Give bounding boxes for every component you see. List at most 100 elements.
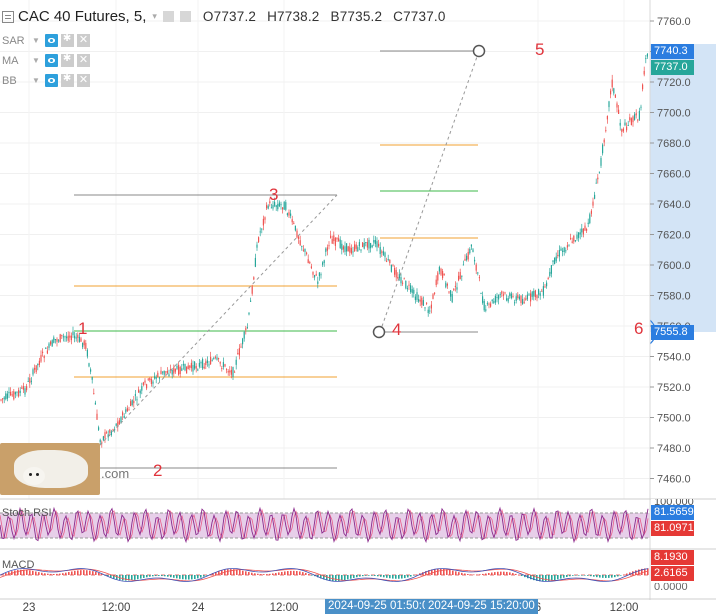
candle-body xyxy=(211,360,213,362)
symbol-title[interactable]: CAC 40 Futures, 5, xyxy=(18,8,147,25)
macd-hist-bar xyxy=(290,570,292,575)
macd-hist-bar xyxy=(101,573,103,575)
macd-hist-bar xyxy=(149,575,151,577)
macd-hist-bar xyxy=(257,573,259,575)
candle-body xyxy=(549,271,551,276)
candle-body xyxy=(115,423,117,426)
candle-body xyxy=(40,354,42,362)
candle-body xyxy=(554,257,556,265)
close-icon[interactable]: ✕ xyxy=(76,74,90,87)
time-axis[interactable]: 23 12:00 24 12:00 6 12:00 xyxy=(23,602,639,614)
macd-label[interactable]: MACD xyxy=(2,559,35,571)
macd-hist-bar xyxy=(143,575,145,578)
indicator-label[interactable]: SAR xyxy=(2,34,25,47)
candle-body xyxy=(283,201,285,210)
candle-body xyxy=(531,291,533,297)
stoch-rsi-label[interactable]: Stoch RSI xyxy=(2,507,52,519)
gear-icon[interactable] xyxy=(60,33,74,47)
crosshair-time-start: 2024-09-25 01:50:0 xyxy=(325,599,432,614)
time-label: 24 xyxy=(192,602,205,614)
visibility-icon[interactable] xyxy=(162,11,174,22)
candle-body xyxy=(192,365,194,372)
candle-body xyxy=(229,370,231,373)
chevron-down-icon[interactable]: ▼ xyxy=(32,76,40,85)
eye-icon[interactable] xyxy=(44,34,58,47)
candle-body xyxy=(462,264,464,266)
candle-body xyxy=(238,348,240,356)
macd-hist-bar xyxy=(32,570,34,575)
candle-body xyxy=(478,277,480,279)
macd-hist-bar xyxy=(443,568,445,575)
candle-body xyxy=(160,370,162,375)
macd-hist-bar xyxy=(140,575,142,579)
candle-body xyxy=(582,228,584,235)
candle-body xyxy=(634,114,636,120)
candle-body xyxy=(486,303,488,305)
candle-body xyxy=(214,356,216,358)
candle-body xyxy=(186,366,188,374)
candle-body xyxy=(456,287,458,290)
price-axis[interactable]: 7760.07740.07720.07700.07680.07660.07640… xyxy=(650,16,691,486)
close-icon[interactable]: ✕ xyxy=(76,34,90,47)
candle-body xyxy=(72,331,74,336)
macd-hist-bar xyxy=(575,575,577,576)
indicator-row-ma[interactable]: MA ▼ ✕ xyxy=(2,53,90,67)
macd-hist-bar xyxy=(341,575,343,581)
candle-body xyxy=(230,369,232,375)
candle-body xyxy=(370,243,372,249)
gear-icon[interactable] xyxy=(60,73,74,87)
candle-body xyxy=(328,245,330,247)
candle-body xyxy=(371,245,373,247)
candle-body xyxy=(30,380,32,382)
eye-icon[interactable] xyxy=(44,74,58,87)
wave-label-3: 3 xyxy=(269,185,279,204)
macd-zero-tag: 0.0000 xyxy=(654,583,688,592)
macd-hist-bar xyxy=(281,571,283,575)
indicator-row-sar[interactable]: SAR ▼ ✕ xyxy=(2,33,90,47)
candle-body xyxy=(168,374,170,377)
indicator-label[interactable]: BB xyxy=(2,74,17,87)
bear-head xyxy=(23,467,45,485)
candle-body xyxy=(210,356,212,365)
macd-hist-bar xyxy=(614,575,616,578)
candle-body xyxy=(302,249,304,251)
macd-hist-bar xyxy=(320,575,322,579)
candle-body xyxy=(320,274,322,276)
candle-body xyxy=(299,240,301,246)
low-value: B7735.2 xyxy=(330,9,383,24)
chevron-down-icon[interactable]: ▾ xyxy=(152,11,157,21)
chevron-down-icon[interactable]: ▼ xyxy=(32,56,40,65)
candle-body xyxy=(346,243,348,252)
candle-body xyxy=(550,265,552,274)
eye-icon[interactable] xyxy=(44,54,58,67)
candle-body xyxy=(234,371,236,373)
indicator-label[interactable]: MA xyxy=(2,54,19,67)
wave-label-1: 1 xyxy=(78,319,88,338)
axis-tick-label: 7720.0 xyxy=(657,77,691,89)
macd-hist-bar xyxy=(428,570,430,575)
macd-hist-bar xyxy=(95,571,97,575)
candle-body xyxy=(357,247,359,252)
chevron-down-icon[interactable]: ▼ xyxy=(32,36,40,45)
candle-body xyxy=(67,335,69,341)
anchor-handle xyxy=(472,44,486,58)
macd-hist-bar xyxy=(467,574,469,575)
indicator-row-bb[interactable]: BB ▼ ✕ xyxy=(2,73,90,87)
macd-hist-bar xyxy=(611,575,613,578)
candle-body xyxy=(128,409,130,411)
candle-body xyxy=(590,210,592,214)
candle-body xyxy=(506,298,508,301)
candle-body xyxy=(498,295,500,300)
close-icon[interactable]: ✕ xyxy=(76,54,90,67)
collapse-icon[interactable] xyxy=(2,10,14,23)
macd-hist-bar xyxy=(242,570,244,575)
candle-body xyxy=(206,360,208,364)
candle-body xyxy=(256,244,258,248)
gear-icon[interactable] xyxy=(60,53,74,67)
macd-hist-bar xyxy=(74,570,76,575)
stoch-d-tag: 81.0971 xyxy=(651,521,694,536)
macd-hist-bar xyxy=(557,575,559,580)
candle-body xyxy=(74,335,76,339)
settings-icon[interactable] xyxy=(179,11,191,22)
